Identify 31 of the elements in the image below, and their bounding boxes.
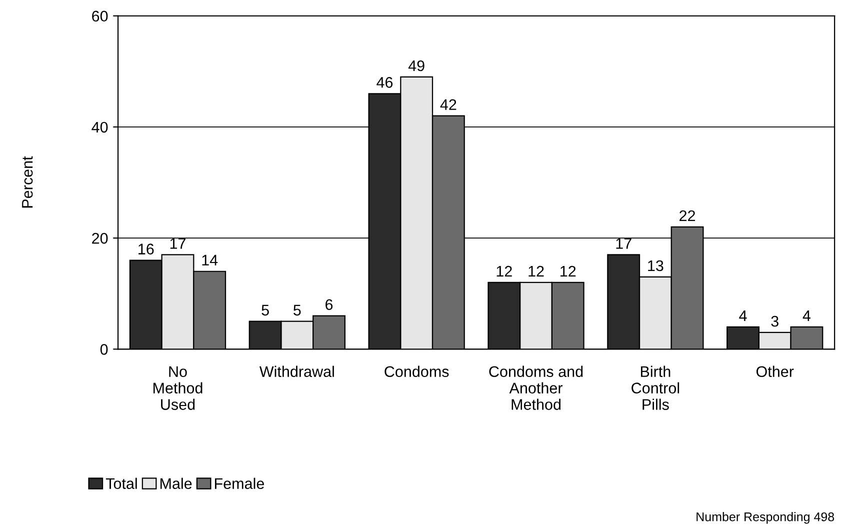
data-label: 22 — [680, 210, 696, 221]
data-label: 13 — [648, 260, 664, 272]
data-label: 6 — [326, 299, 333, 310]
text: Number Responding 498 — [696, 512, 834, 524]
y-tick-label: 20 — [92, 232, 108, 244]
data-label: 12 — [528, 266, 544, 277]
legend-label: Total — [106, 478, 137, 490]
y-tick-label: 40 — [92, 122, 108, 133]
y-axis-title: Percent — [22, 156, 33, 208]
data-label: 16 — [138, 244, 154, 254]
data-label: 5 — [262, 304, 269, 316]
data-label: 49 — [408, 60, 424, 72]
legend-label: Male — [160, 478, 192, 490]
data-label: 12 — [560, 266, 576, 277]
data-label: 12 — [496, 266, 512, 277]
legend-label: Female — [214, 478, 264, 490]
data-label: 4 — [739, 310, 747, 321]
y-tick-label: 0 — [100, 344, 108, 355]
x-tick-label: Birth Control Pills — [632, 366, 680, 410]
x-tick-label: Withdrawal — [259, 366, 334, 378]
x-tick-label: Other — [756, 366, 794, 378]
x-tick-label: Condoms and Another Method — [489, 366, 583, 410]
y-tick-label: 60 — [92, 10, 108, 22]
data-label: 42 — [440, 99, 456, 110]
x-tick-label: No Method Used — [154, 366, 202, 410]
data-label: 5 — [294, 304, 301, 316]
data-label: 3 — [771, 316, 778, 327]
data-label: 4 — [802, 310, 811, 321]
x-tick-label: Condoms — [384, 366, 449, 378]
data-label: 14 — [202, 254, 218, 266]
data-label: 46 — [376, 77, 393, 88]
